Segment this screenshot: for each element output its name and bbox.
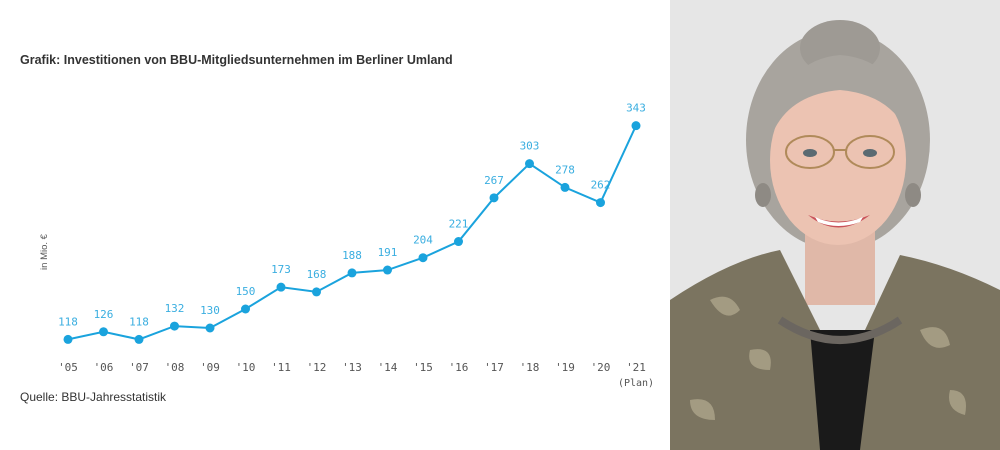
data-label: 150 bbox=[236, 285, 256, 298]
x-tick-label: '08 bbox=[165, 361, 185, 374]
data-point bbox=[347, 268, 357, 278]
chart-panel: Grafik: Investitionen von BBU-Mitgliedsu… bbox=[20, 53, 655, 404]
data-label: 204 bbox=[413, 234, 433, 247]
data-label: 278 bbox=[555, 163, 575, 176]
data-point bbox=[383, 265, 392, 275]
data-label: 303 bbox=[520, 140, 540, 153]
data-point bbox=[99, 327, 108, 337]
data-label: 126 bbox=[94, 308, 114, 321]
data-point bbox=[170, 321, 179, 331]
data-label: 191 bbox=[378, 246, 398, 259]
x-tick-label: '18 bbox=[520, 361, 540, 374]
data-point bbox=[134, 334, 144, 344]
data-point bbox=[525, 159, 534, 169]
data-label: 168 bbox=[307, 268, 327, 281]
line-chart: in Mio. € 118 '05 126 '06 118 '07 132 '08 130 '09 1… bbox=[39, 102, 654, 389]
x-tick-label: '15 bbox=[413, 361, 433, 374]
data-point bbox=[63, 334, 73, 344]
data-point bbox=[631, 121, 641, 131]
data-point bbox=[596, 198, 605, 208]
data-label: 267 bbox=[484, 174, 504, 187]
portrait-photo bbox=[670, 0, 1000, 450]
x-tick-label: '17 bbox=[484, 361, 504, 374]
data-label: 118 bbox=[129, 315, 149, 328]
data-label: 130 bbox=[200, 304, 220, 317]
x-tick-label: '06 bbox=[94, 361, 114, 374]
chart-source: Quelle: BBU-Jahresstatistik bbox=[20, 390, 167, 404]
data-point bbox=[241, 304, 250, 314]
x-tick-label: '19 bbox=[555, 361, 575, 374]
data-point bbox=[560, 182, 570, 192]
chart-title: Grafik: Investitionen von BBU-Mitgliedsu… bbox=[20, 53, 453, 67]
data-point bbox=[312, 287, 321, 297]
data-label: 221 bbox=[449, 218, 469, 231]
series-line bbox=[67, 125, 637, 341]
data-label: 118 bbox=[58, 315, 78, 328]
y-axis-label: in Mio. € bbox=[39, 233, 50, 270]
x-tick-label: '12 bbox=[307, 361, 327, 374]
x-tick-label: '11 bbox=[271, 361, 291, 374]
x-tick-note: (Plan) bbox=[618, 378, 654, 389]
data-point bbox=[489, 193, 499, 203]
x-tick-label: '20 bbox=[591, 361, 611, 374]
x-tick-label: '05 bbox=[58, 361, 78, 374]
data-point bbox=[205, 323, 215, 333]
portrait-illustration bbox=[670, 0, 1000, 450]
data-label: 262 bbox=[591, 179, 611, 192]
data-point bbox=[454, 237, 463, 247]
x-tick-label: '16 bbox=[449, 361, 469, 374]
data-point bbox=[276, 282, 286, 292]
x-tick-label: '21 bbox=[626, 361, 646, 374]
data-label: 132 bbox=[165, 302, 185, 315]
x-tick-label: '07 bbox=[129, 361, 149, 374]
data-point bbox=[418, 253, 428, 263]
x-tick-label: '09 bbox=[200, 361, 220, 374]
x-tick-label: '10 bbox=[236, 361, 256, 374]
x-tick-label: '14 bbox=[378, 361, 398, 374]
x-tick-label: '13 bbox=[342, 361, 362, 374]
data-label: 343 bbox=[626, 102, 646, 115]
data-label: 188 bbox=[342, 249, 362, 262]
data-label: 173 bbox=[271, 263, 291, 276]
